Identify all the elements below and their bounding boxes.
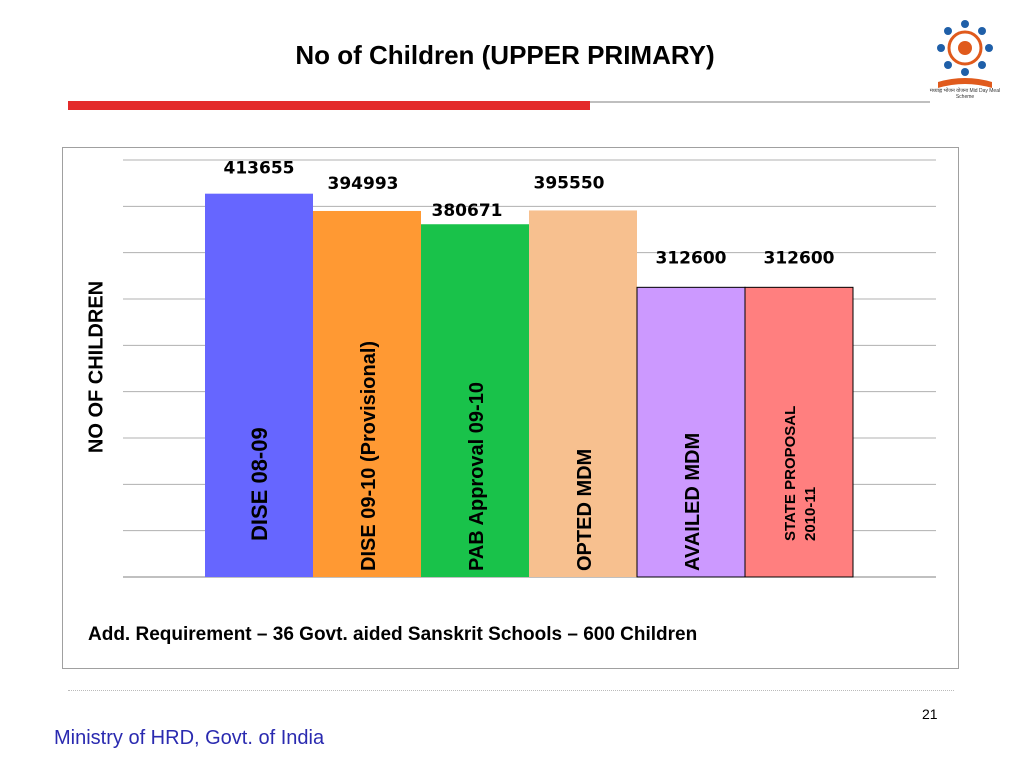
bar — [744, 286, 854, 578]
page-number: 21 — [922, 706, 938, 722]
bar-value-label: 380671 — [432, 201, 503, 221]
bar-category-label: DISE 09-10 (Provisional) — [358, 341, 380, 571]
bar — [205, 193, 313, 578]
mid-day-meal-logo-icon — [937, 20, 993, 88]
bar-value-label: 394993 — [328, 174, 399, 194]
bar — [421, 224, 529, 577]
bar-value-label: 312600 — [764, 248, 835, 268]
bar — [529, 210, 637, 577]
bar — [636, 286, 746, 578]
bar-category-label: AVAILED MDM — [682, 433, 704, 571]
footer-text: Ministry of HRD, Govt. of India — [54, 727, 325, 749]
bar-value-label: 413655 — [224, 159, 295, 179]
bar-category-label: PAB Approval 09-10 — [466, 382, 488, 571]
bar-category-label: DISE 08-09 — [247, 427, 272, 541]
logo-caption: मध्याह्न भोजन योजना Mid Day Meal Scheme — [929, 88, 1001, 100]
requirement-note: Add. Requirement – 36 Govt. aided Sanskr… — [88, 624, 698, 645]
bar-category-label: STATE PROPOSAL 2010-11 — [782, 406, 819, 541]
title-underline-red — [68, 101, 590, 110]
title-underline-grey — [590, 101, 930, 103]
bar — [313, 210, 421, 578]
bar-value-label: 395550 — [534, 173, 605, 193]
bar-value-label: 312600 — [656, 248, 727, 268]
bar-category-label: OPTED MDM — [574, 449, 596, 571]
footer-divider — [68, 690, 954, 692]
slide-title: No of Children (UPPER PRIMARY) — [295, 40, 715, 70]
